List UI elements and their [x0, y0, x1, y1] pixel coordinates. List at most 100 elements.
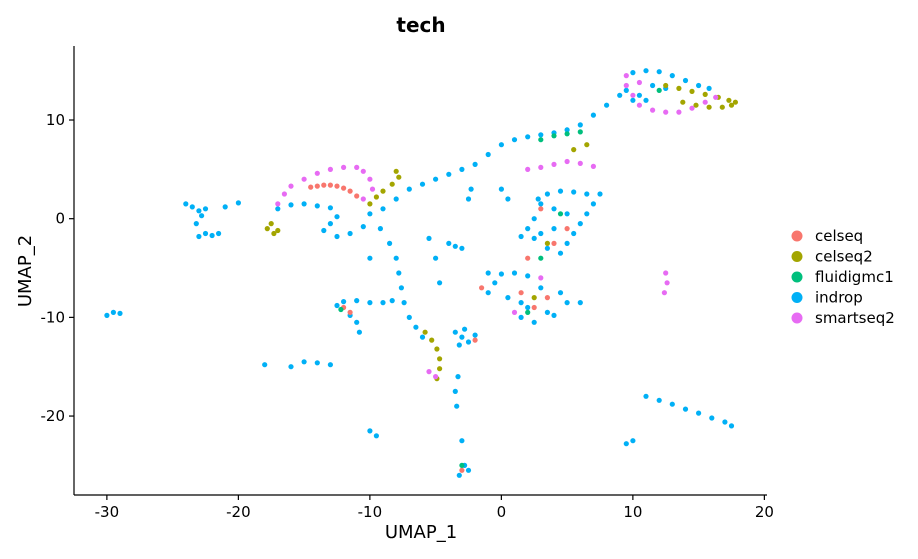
series-smartseq2 [275, 73, 719, 380]
data-point [623, 82, 629, 89]
data-point [281, 191, 287, 197]
data-point [341, 164, 347, 170]
data-point [354, 164, 360, 170]
data-point [525, 273, 531, 279]
data-point [498, 271, 504, 277]
data-point [301, 359, 307, 365]
data-point [669, 401, 675, 407]
data-point [308, 184, 314, 190]
data-point [356, 329, 362, 335]
data-point [531, 216, 537, 222]
data-point [459, 467, 465, 473]
data-point [334, 302, 340, 309]
data-point [693, 102, 699, 108]
data-point [262, 362, 268, 368]
data-point [650, 107, 656, 113]
data-point [271, 230, 277, 237]
data-point [434, 346, 440, 352]
data-point [584, 191, 590, 197]
data-point [656, 87, 662, 93]
data-point [377, 226, 383, 232]
data-point [196, 208, 202, 214]
data-point [538, 164, 544, 170]
data-point [702, 91, 708, 97]
y-ticks: -20 -10 0 10 [41, 111, 74, 425]
data-point [498, 186, 504, 192]
series-fluidigmc1 [338, 87, 662, 468]
data-point [419, 181, 426, 187]
x-tick-label: 20 [755, 503, 774, 521]
data-point [360, 196, 366, 202]
data-point [275, 206, 281, 212]
data-point [202, 230, 209, 237]
data-point [334, 233, 340, 240]
data-point [327, 362, 333, 368]
data-point [525, 255, 531, 261]
data-point [456, 342, 462, 348]
data-point [437, 280, 443, 286]
legend: celseq celseq2 fluidigmc1 indrop smartseq2 [791, 227, 895, 327]
legend-label: fluidigmc1 [815, 268, 894, 286]
data-point [597, 191, 603, 197]
data-point [429, 337, 435, 343]
data-point [314, 360, 320, 366]
data-point [590, 201, 597, 207]
data-point [314, 170, 320, 176]
data-point [689, 105, 695, 111]
data-point [643, 393, 649, 399]
data-point [334, 183, 340, 189]
data-point [538, 201, 544, 207]
data-point [525, 309, 531, 315]
data-point [498, 142, 504, 148]
data-point [656, 397, 662, 403]
data-point [275, 227, 281, 234]
data-point [398, 285, 404, 291]
data-point [117, 310, 123, 316]
legend-swatch [791, 230, 803, 242]
legend-item: celseq [791, 227, 863, 245]
data-point [511, 137, 518, 143]
data-point [623, 87, 629, 93]
data-point [369, 186, 376, 192]
data-point [354, 319, 360, 325]
y-tick-label: -10 [41, 308, 66, 326]
data-point [682, 77, 689, 84]
data-point [564, 127, 570, 133]
data-point [630, 92, 636, 98]
data-point [630, 438, 636, 444]
data-point [531, 235, 537, 241]
data-point [577, 300, 583, 306]
x-tick-label: -20 [226, 503, 251, 521]
data-point [531, 304, 537, 311]
data-point [577, 160, 583, 166]
data-point [456, 472, 462, 478]
data-point [525, 166, 531, 172]
data-point [367, 428, 373, 434]
data-point [518, 290, 524, 296]
data-point [104, 312, 110, 318]
data-point [564, 240, 570, 246]
data-point [485, 270, 491, 276]
data-point [459, 245, 465, 251]
data-point [373, 194, 379, 200]
data-point [505, 295, 511, 301]
data-point [406, 314, 412, 320]
data-point [459, 462, 465, 468]
data-point [728, 102, 735, 108]
data-point [538, 275, 544, 281]
data-point [669, 73, 675, 79]
data-point [367, 176, 373, 182]
data-point [663, 270, 669, 276]
data-point [446, 171, 452, 177]
data-point [465, 467, 472, 473]
data-point [367, 255, 373, 261]
data-point [367, 211, 373, 217]
data-point [518, 314, 524, 320]
data-point [551, 161, 557, 167]
x-axis-label: UMAP_1 [385, 522, 457, 543]
data-point [454, 403, 460, 409]
data-point [360, 224, 366, 230]
data-point [525, 134, 531, 140]
data-point [535, 196, 541, 202]
